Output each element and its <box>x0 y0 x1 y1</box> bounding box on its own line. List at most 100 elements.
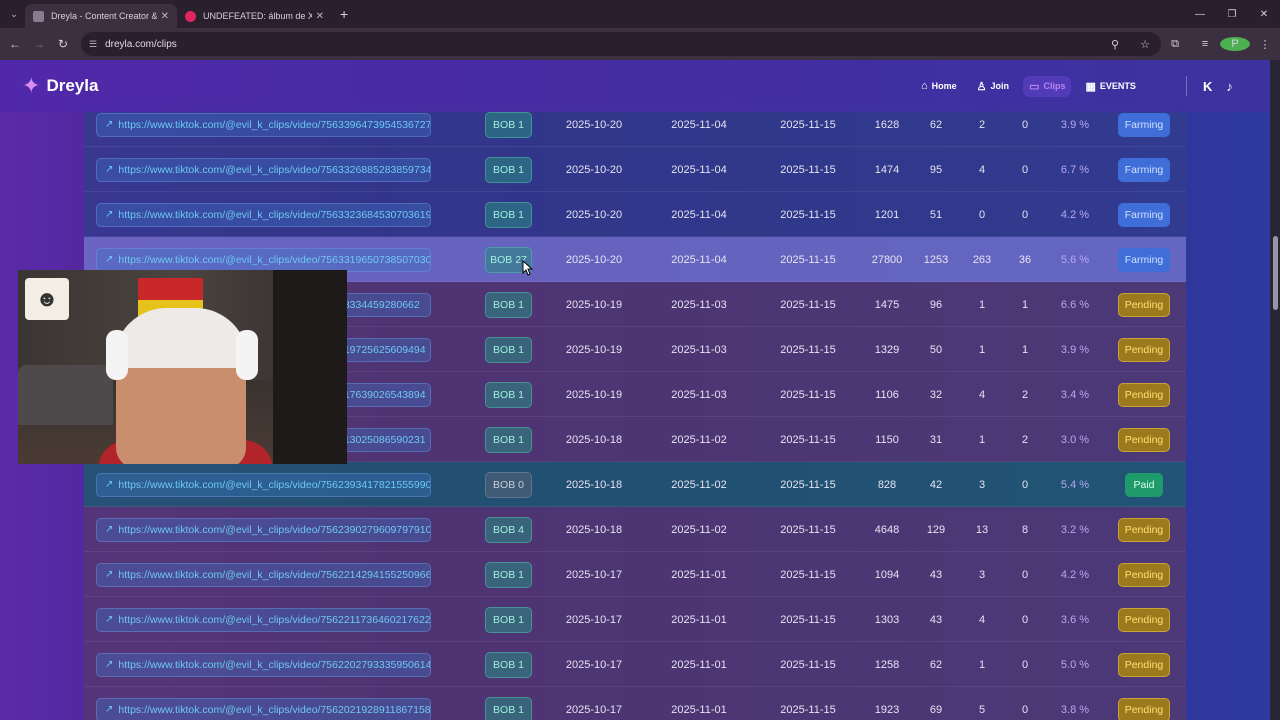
status-cell: Farming <box>1112 237 1176 282</box>
close-window-icon[interactable]: ✕ <box>1259 8 1269 20</box>
tab-dreyla[interactable]: Dreyla - Content Creator & Str ✕ <box>25 4 177 28</box>
tiktok-icon[interactable]: ♪ <box>1226 78 1233 94</box>
engagement-rate: 4.2 % <box>1060 568 1090 581</box>
close-tab-icon[interactable]: ✕ <box>315 10 324 22</box>
table-row[interactable]: ↗ https://www.tiktok.com/@evil_k_clips/vi… <box>84 642 1186 687</box>
site-navbar: ✦ Dreyla ⌂ Home ♙ Join ▭ Clips ▦ EVENTS … <box>0 60 1270 112</box>
table-row[interactable]: ↗ https://www.tiktok.com/@evil_k_clips/vi… <box>84 462 1186 507</box>
nav-home[interactable]: ⌂ Home <box>921 80 957 92</box>
status-badge: Farming <box>1118 247 1170 272</box>
back-icon[interactable]: ← <box>9 37 21 51</box>
clip-link[interactable]: ↗ https://www.tiktok.com/@evil_k_clips/vi… <box>96 202 431 227</box>
address-bar: ← → ↻ ☰ dreyla.com/clips ⚲ ☆ ⧉ ≡ P ⋮ <box>0 28 1280 60</box>
bob-badge: BOB 1 <box>485 381 532 408</box>
likes-count: 31 <box>929 433 943 446</box>
external-link-icon: ↗ <box>105 569 114 580</box>
comments-count: 4 <box>978 388 986 401</box>
date-payout: 2025-11-15 <box>780 523 836 536</box>
clip-link-cell: ↗ https://www.tiktok.com/@evil_k_clips/vi… <box>96 687 431 720</box>
clip-link[interactable]: ↗ https://www.tiktok.com/@evil_k_clips/vi… <box>96 112 431 137</box>
clip-link[interactable]: ↗ https://www.tiktok.com/@evil_k_clips/vi… <box>96 517 431 542</box>
minimize-icon[interactable]: — <box>1195 8 1205 20</box>
clip-url: https://www.tiktok.com/@evil_k_clips/vid… <box>118 613 431 626</box>
nav-join[interactable]: ♙ Join <box>977 80 1009 93</box>
status-badge: Pending <box>1118 427 1170 452</box>
url-input[interactable]: ☰ dreyla.com/clips <box>81 32 1161 56</box>
date-review: 2025-11-03 <box>671 343 727 356</box>
brand[interactable]: ✦ Dreyla <box>22 73 98 99</box>
external-link-icon: ↗ <box>105 704 114 715</box>
headphone-left <box>106 330 128 380</box>
views-count: 1106 <box>875 388 899 401</box>
browser-menu-icon[interactable]: ⋮ <box>1259 38 1271 51</box>
likes-count: 129 <box>926 523 946 536</box>
media-icon[interactable]: ≡ <box>1201 38 1209 50</box>
likes-count: 95 <box>929 163 943 176</box>
clip-link[interactable]: ↗ https://www.tiktok.com/@evil_k_clips/vi… <box>96 247 431 272</box>
status-badge: Pending <box>1118 292 1170 317</box>
status-badge: Paid <box>1125 472 1163 497</box>
status-cell: Pending <box>1112 282 1176 327</box>
table-row[interactable]: ↗ https://www.tiktok.com/@evil_k_clips/vi… <box>84 552 1186 597</box>
table-row[interactable]: ↗ https://www.tiktok.com/@evil_k_clips/vi… <box>84 147 1186 192</box>
profile-avatar[interactable]: P <box>1220 37 1250 51</box>
new-tab-button[interactable]: + <box>340 6 349 22</box>
date-review: 2025-11-01 <box>671 658 727 671</box>
engagement-rate: 3.9 % <box>1060 118 1090 131</box>
clip-link[interactable]: ↗ https://www.tiktok.com/@evil_k_clips/vi… <box>96 472 431 497</box>
page-scrollbar[interactable] <box>1270 60 1280 720</box>
date-posted: 2025-10-20 <box>565 253 623 266</box>
close-tab-icon[interactable]: ✕ <box>160 10 169 22</box>
extensions-icon[interactable]: ⧉ <box>1171 37 1179 50</box>
clip-url: https://www.tiktok.com/@evil_k_clips/vid… <box>118 523 431 536</box>
bob-badge: BOB 1 <box>485 336 532 363</box>
scrollbar-thumb[interactable] <box>1273 236 1278 310</box>
nav-clips[interactable]: ▭ Clips <box>1023 75 1072 97</box>
date-payout: 2025-11-15 <box>780 343 836 356</box>
maximize-icon[interactable]: ❐ <box>1227 8 1237 20</box>
table-row[interactable]: ↗ https://www.tiktok.com/@evil_k_clips/vi… <box>84 687 1186 720</box>
shares-count: 36 <box>1018 253 1032 266</box>
tab-undefeated[interactable]: UNDEFEATED: álbum de XG ✕ <box>177 4 332 28</box>
table-row[interactable]: ↗ https://www.tiktok.com/@evil_k_clips/vi… <box>84 597 1186 642</box>
external-link-icon: ↗ <box>105 524 114 535</box>
zoom-icon[interactable]: ⚲ <box>1110 38 1120 51</box>
webcam-overlay: ☻ <box>18 270 347 464</box>
clip-link[interactable]: ↗ https://www.tiktok.com/@evil_k_clips/vi… <box>96 652 431 677</box>
date-review: 2025-11-03 <box>671 388 727 401</box>
site-info-icon[interactable]: ☰ <box>89 38 98 49</box>
bob-cell: BOB 1 <box>484 552 533 597</box>
table-row[interactable]: ↗ https://www.tiktok.com/@evil_k_clips/vi… <box>84 507 1186 552</box>
bookmark-star-icon[interactable]: ☆ <box>1140 38 1150 51</box>
bob-badge: BOB 1 <box>485 291 532 318</box>
tab-search-icon[interactable]: ⌄ <box>10 8 18 19</box>
reload-icon[interactable]: ↻ <box>57 37 69 51</box>
nav-events[interactable]: ▦ EVENTS <box>1085 80 1135 93</box>
bob-cell: BOB 1 <box>484 372 533 417</box>
clip-link[interactable]: ↗ https://www.tiktok.com/@evil_k_clips/vi… <box>96 697 431 720</box>
clip-link-cell: ↗ https://www.tiktok.com/@evil_k_clips/vi… <box>96 237 431 282</box>
status-badge: Farming <box>1118 157 1170 182</box>
likes-count: 62 <box>929 118 943 131</box>
status-cell: Pending <box>1112 417 1176 462</box>
user-icon: ♙ <box>976 80 987 93</box>
clip-link[interactable]: ↗ https://www.tiktok.com/@evil_k_clips/vi… <box>96 562 431 587</box>
nav-clips-label: Clips <box>1043 81 1066 91</box>
comments-count: 1 <box>978 658 986 671</box>
status-cell: Pending <box>1112 372 1176 417</box>
likes-count: 43 <box>929 613 943 626</box>
shares-count: 2 <box>1021 388 1029 401</box>
clip-link-cell: ↗ https://www.tiktok.com/@evil_k_clips/vi… <box>96 642 431 687</box>
url-text: dreyla.com/clips <box>105 38 177 50</box>
forward-icon[interactable]: → <box>33 37 45 51</box>
table-row[interactable]: ↗ https://www.tiktok.com/@evil_k_clips/vi… <box>84 192 1186 237</box>
external-link-icon: ↗ <box>105 614 114 625</box>
comments-count: 13 <box>975 523 989 536</box>
bob-cell: BOB 0 <box>484 462 533 507</box>
shares-count: 0 <box>1021 703 1029 716</box>
clip-link-cell: ↗ https://www.tiktok.com/@evil_k_clips/vi… <box>96 597 431 642</box>
date-payout: 2025-11-15 <box>780 163 836 176</box>
clip-link[interactable]: ↗ https://www.tiktok.com/@evil_k_clips/vi… <box>96 607 431 632</box>
clip-link[interactable]: ↗ https://www.tiktok.com/@evil_k_clips/vi… <box>96 157 431 182</box>
kick-icon[interactable]: K <box>1203 78 1213 94</box>
